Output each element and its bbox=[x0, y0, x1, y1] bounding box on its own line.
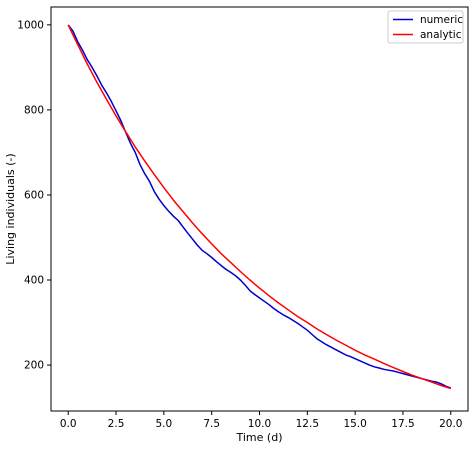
x-tick-label: 17.5 bbox=[391, 418, 414, 430]
x-tick-label: 15.0 bbox=[343, 418, 366, 430]
series-line-numeric bbox=[67, 24, 452, 389]
x-tick-label: 20.0 bbox=[439, 418, 462, 430]
y-tick-label: 1000 bbox=[17, 19, 44, 31]
legend-label-numeric: numeric bbox=[420, 14, 463, 26]
x-axis-label: Time (d) bbox=[236, 431, 283, 444]
y-axis-label: Living individuals (-) bbox=[4, 153, 17, 264]
y-tick-label: 200 bbox=[24, 360, 44, 372]
x-tick-label: 10.0 bbox=[248, 418, 271, 430]
x-tick-label: 2.5 bbox=[108, 418, 125, 430]
plot-lines bbox=[67, 24, 452, 390]
x-tick-label: 7.5 bbox=[203, 418, 220, 430]
plot-area-frame bbox=[50, 6, 469, 412]
y-tick-label: 800 bbox=[24, 104, 44, 116]
y-tick-label: 600 bbox=[24, 189, 44, 201]
x-tick-label: 12.5 bbox=[296, 418, 319, 430]
legend-label-analytic: analytic bbox=[420, 29, 462, 41]
x-tick-label: 0.0 bbox=[60, 418, 77, 430]
series-line-analytic bbox=[67, 24, 452, 390]
y-tick-label: 400 bbox=[24, 275, 44, 287]
chart-legend: numeric analytic bbox=[387, 10, 464, 44]
x-tick-label: 5.0 bbox=[156, 418, 173, 430]
axis-ticks: 0.0 2.5 5.0 7.5 10.0 12.5 15.0 17.5 20.0 200 400 60… bbox=[17, 19, 462, 430]
